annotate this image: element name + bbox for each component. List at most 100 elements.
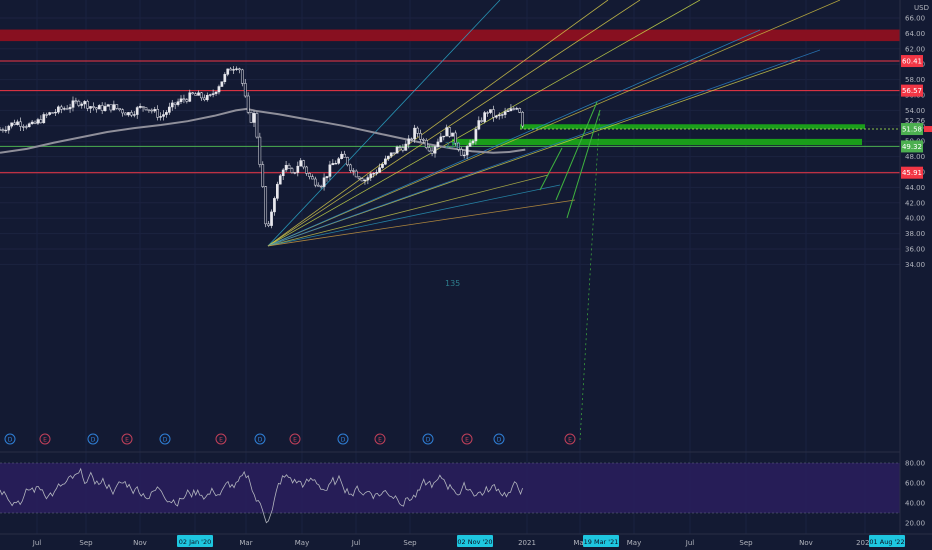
candle-body [173,102,177,105]
candle-body [354,170,358,178]
earnings-marker[interactable] [254,433,266,445]
time-tick-label: May [295,539,309,547]
earnings-marker[interactable] [4,433,16,445]
earnings-marker[interactable] [289,433,301,445]
fan-line [267,49,821,247]
earnings-marker[interactable] [39,433,51,445]
candle-body [284,165,288,171]
resistance-zone [0,29,900,42]
time-highlight-tags: 02 Jan '20 02 Nov '20 19 Mar '21 01 Aug '22 [177,535,905,547]
current-price-tag [901,123,923,136]
earnings-marker[interactable] [422,433,434,445]
fan-line [267,174,549,247]
candle-body [103,106,107,111]
candle-body [416,127,419,134]
time-highlight-tag [869,535,905,547]
candle-body [130,112,133,116]
candle-body [427,147,431,152]
candle-body [296,165,300,173]
fan-lines [267,0,841,247]
candle-body [395,146,399,154]
projection-arrow [555,101,598,201]
candle-body [240,69,244,84]
earnings-marker[interactable] [87,433,99,445]
candle-body [48,112,51,115]
candle-body [238,68,241,71]
candle-body [57,106,60,113]
candle-body [83,101,87,105]
earnings-marker-label: E [43,437,47,444]
candle-body [141,106,145,108]
earnings-marker-label: D [341,437,346,444]
candle-body [7,125,11,131]
candle-body [509,108,513,112]
candle-body [74,100,78,102]
earnings-marker-label: E [219,437,223,444]
candle-body [401,147,405,151]
time-axis[interactable]: JulSepNov2020MarMayJulSep2021MarMayJulSe… [0,533,932,547]
fan-line [267,59,801,247]
price-tick-label: 44.00 [905,184,925,192]
candle-body [62,108,66,110]
time-tick-label: Nov [799,539,813,547]
rsi-levels: 80.00 60.00 40.00 20.00 [0,460,925,528]
candle-body [316,184,320,187]
earnings-marker[interactable] [159,433,171,445]
candle-body [51,112,54,114]
candle-body [462,154,466,157]
earnings-marker[interactable] [564,433,576,445]
candle-body [249,112,253,123]
candle-body [54,111,57,114]
time-tick-label: Jul [685,539,695,547]
candle-body [179,98,183,102]
time-tick-label: 2022 [856,539,874,547]
rsi-pane: 80.00 60.00 40.00 20.00 [0,451,925,528]
price-axis[interactable]: USD 66.0064.0062.0060.0058.0056.0054.005… [899,0,932,534]
earnings-marker-label: E [568,437,572,444]
candle-body [258,136,262,165]
currency-label: USD [914,4,929,12]
time-highlight-label: 02 Jan '20 [179,538,211,546]
candle-body [170,102,174,108]
earnings-marker[interactable] [337,433,349,445]
candle-body [421,139,425,141]
earnings-marker-label: E [378,437,382,444]
candle-body [36,119,40,124]
time-tick-label: Sep [739,539,753,547]
candle-body [313,178,317,186]
time-tick-label: Sep [403,539,417,547]
earnings-marker[interactable] [461,433,473,445]
earnings-marker-label: E [125,437,129,444]
candle-body [162,114,165,117]
level-price-tag [901,84,923,97]
earnings-marker-label: E [293,437,297,444]
candle-body [197,92,200,96]
candle-body [92,106,95,108]
candle-body [407,138,411,145]
time-tick-label: Nov [133,539,147,547]
price-tick-label: 58.00 [905,76,925,84]
candle-body [1,129,5,131]
earnings-marker-label: D [8,437,13,444]
level-price-label: 56.57 [902,87,922,95]
candle-body [261,164,265,187]
candle-body [255,113,259,138]
earnings-marker[interactable] [374,433,386,445]
level-price-tag [901,55,923,68]
candle-body [16,121,19,125]
candle-body [375,172,378,174]
moving-average-line [0,107,526,154]
candle-body [465,146,469,156]
earnings-marker[interactable] [493,433,505,445]
candle-body [94,107,98,110]
candle-body [328,164,332,177]
candle-body [208,94,212,96]
earnings-marker[interactable] [121,433,133,445]
candle-body [97,105,101,110]
candle-body [378,167,381,173]
candle-body [351,170,355,172]
earnings-marker[interactable] [215,433,227,445]
candle-body [191,92,195,95]
